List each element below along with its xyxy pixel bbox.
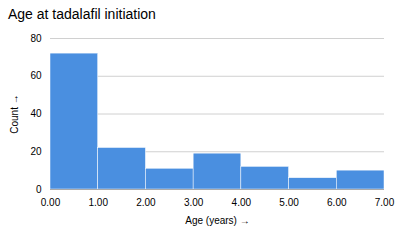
- svg-text:0.00: 0.00: [41, 197, 61, 208]
- svg-text:3.00: 3.00: [184, 197, 204, 208]
- svg-text:4.00: 4.00: [232, 197, 252, 208]
- svg-text:7.00: 7.00: [375, 197, 395, 208]
- svg-text:1.00: 1.00: [88, 197, 108, 208]
- svg-text:20: 20: [30, 146, 42, 157]
- svg-text:Count →: Count →: [9, 94, 20, 133]
- svg-text:2.00: 2.00: [136, 197, 156, 208]
- svg-text:40: 40: [30, 108, 42, 119]
- svg-text:60: 60: [30, 70, 42, 81]
- html-text:Age at tadalafil initiation: Age at tadalafil initiation: [8, 6, 156, 22]
- svg-text:0: 0: [36, 184, 42, 195]
- svg-text:Age (years) →: Age (years) →: [185, 215, 249, 226]
- svg-text:80: 80: [30, 33, 42, 44]
- svg-text:6.00: 6.00: [327, 197, 347, 208]
- svg-text:5.00: 5.00: [279, 197, 299, 208]
